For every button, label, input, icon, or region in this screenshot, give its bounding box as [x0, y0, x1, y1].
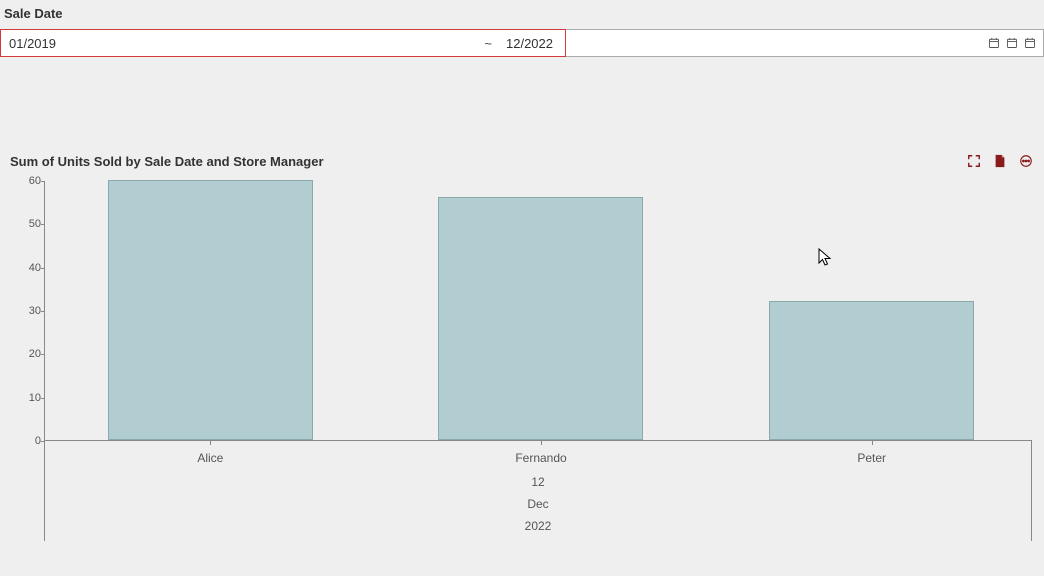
y-tick-label: 30	[21, 305, 41, 317]
x-axis-sublabel: 2022	[44, 519, 1032, 533]
y-tick-label: 0	[21, 435, 41, 447]
x-axis-sublabel: 12	[44, 475, 1032, 489]
chart-header: Sum of Units Sold by Sale Date and Store…	[2, 147, 1042, 181]
expand-icon[interactable]	[966, 153, 982, 169]
chart-actions	[966, 153, 1034, 169]
y-tick-label: 50	[21, 218, 41, 230]
y-tick-label: 10	[21, 392, 41, 404]
date-from-value: 01/2019	[9, 36, 56, 51]
y-tick-label: 40	[21, 262, 41, 274]
calendar-icon[interactable]	[1005, 36, 1019, 50]
chart-panel: Sum of Units Sold by Sale Date and Store…	[0, 147, 1044, 541]
calendar-icon[interactable]	[1023, 36, 1037, 50]
export-icon[interactable]	[992, 153, 1008, 169]
chart-area: 0102030405060AliceFernandoPeter 12 Dec 2…	[24, 181, 1032, 541]
x-axis-sublabel: Dec	[44, 497, 1032, 511]
date-icon-strip	[566, 29, 1044, 57]
x-tick-label: Alice	[197, 451, 223, 465]
x-tick-label: Fernando	[515, 451, 566, 465]
more-icon[interactable]	[1018, 153, 1034, 169]
bar[interactable]	[438, 197, 643, 440]
chart-title: Sum of Units Sold by Sale Date and Store…	[10, 154, 324, 169]
calendar-icon[interactable]	[987, 36, 1001, 50]
x-tick-label: Peter	[857, 451, 886, 465]
y-tick-label: 60	[21, 175, 41, 187]
filter-row: 01/2019 ~ 12/2022	[0, 29, 1044, 57]
date-to-value: 12/2022	[506, 36, 553, 51]
filter-label: Sale Date	[0, 0, 1044, 29]
bar[interactable]	[769, 301, 974, 440]
date-range-input[interactable]: 01/2019 ~ 12/2022	[0, 29, 566, 57]
chart-plot: 0102030405060AliceFernandoPeter	[44, 181, 1032, 441]
y-tick-label: 20	[21, 348, 41, 360]
date-separator: ~	[484, 36, 492, 51]
bar[interactable]	[108, 180, 313, 440]
